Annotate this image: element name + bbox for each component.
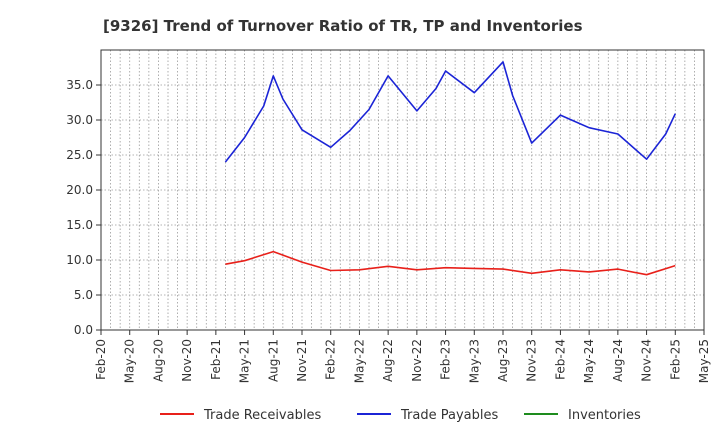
x-tick-label: Feb-24	[553, 339, 567, 380]
legend: Trade Receivables Trade Payables Inventori…	[160, 408, 641, 423]
x-tick-label: Feb-22	[324, 339, 338, 380]
x-tick-label: Aug-23	[496, 339, 510, 382]
x-tick-label: May-22	[352, 339, 366, 383]
x-tick-label: Aug-21	[266, 339, 280, 382]
legend-label: Trade Payables	[400, 408, 498, 423]
chart-title: [9326] Trend of Turnover Ratio of TR, TP…	[103, 17, 583, 35]
y-tick-label: 25.0	[66, 148, 93, 162]
series-lines	[224, 61, 677, 276]
y-tick-label: 10.0	[66, 253, 93, 267]
x-tick-label: Feb-21	[209, 339, 223, 380]
x-tick-label: Nov-22	[410, 339, 424, 382]
y-tick-label: 0.0	[74, 323, 93, 337]
x-tick-label: Aug-20	[151, 339, 165, 382]
series-line-trade-payables	[224, 61, 677, 163]
x-tick-label: May-24	[582, 339, 596, 383]
x-tick-label: Nov-23	[525, 339, 539, 382]
series-line-trade-receivables	[225, 250, 676, 276]
y-tick-label: 5.0	[74, 288, 93, 302]
x-tick-label: Feb-23	[439, 339, 453, 380]
x-tick-label: Feb-20	[94, 339, 108, 380]
x-tick-label: Aug-22	[381, 339, 395, 382]
x-tick-label: Nov-20	[180, 339, 194, 382]
grid-lines	[100, 50, 705, 331]
x-tick-label: Nov-24	[640, 339, 654, 382]
x-tick-label: Aug-24	[611, 339, 625, 382]
y-tick-label: 35.0	[66, 78, 93, 92]
y-tick-label: 15.0	[66, 218, 93, 232]
y-tick-label: 20.0	[66, 183, 93, 197]
legend-label: Inventories	[568, 408, 641, 423]
y-tick-label: 30.0	[66, 113, 93, 127]
x-tick-label: May-23	[467, 339, 481, 383]
x-tick-label: May-21	[238, 339, 252, 383]
y-axis: 0.0 5.0 10.0 15.0 20.0 25.0 30.0 35.0	[66, 78, 101, 337]
x-tick-label: May-25	[697, 339, 711, 383]
x-tick-label: May-20	[123, 339, 137, 383]
x-tick-label: Nov-21	[295, 339, 309, 382]
x-axis: Feb-20 May-20 Aug-20 Nov-20 Feb-21 May-21 Aug-…	[94, 330, 711, 383]
x-tick-label: Feb-25	[668, 339, 682, 380]
legend-label: Trade Receivables	[203, 408, 321, 423]
